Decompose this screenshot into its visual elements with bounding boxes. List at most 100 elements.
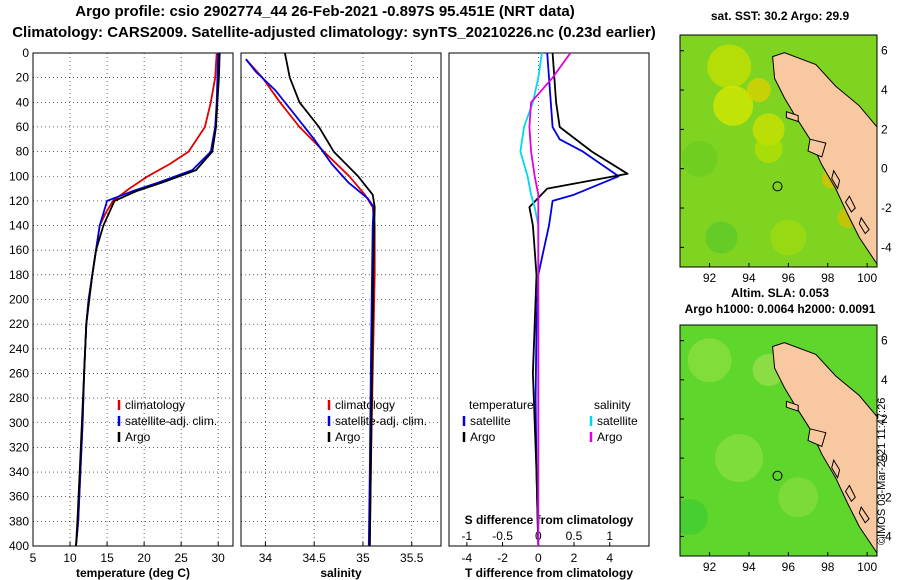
sst-anomaly-patch [707,44,752,89]
sst-lat-tick-label: 0 [881,162,888,176]
salinity-x-tick-label: 34.5 [302,551,326,565]
temperature-x-tick-label: 30 [212,551,226,565]
s-diff-tick-label: 0.5 [566,529,583,543]
temperature-x-tick-label: 20 [137,551,151,565]
depth-tick-label: 0 [22,46,29,60]
sst-map-title: sat. SST: 30.2 Argo: 29.9 [710,9,850,23]
sst-lat-tick-label: -2 [881,201,892,215]
sst-anomaly-patch [713,85,754,126]
sla-lon-tick-label: 98 [821,560,835,574]
sst-lon-tick-label: 92 [703,271,717,285]
sst-anomaly-patch [746,78,771,103]
sst-anomaly-patch [705,221,738,254]
series-line-salinity-argo [528,52,572,546]
depth-tick-label: 280 [9,391,29,405]
difference-x-tick-label: -4 [462,551,473,565]
temperature-panel: 0 20 40 60 80 100 120 140 160 180 200 220 240 260 280 3… [9,46,234,580]
series-line-temperature-argo [528,52,629,547]
depth-tick-label: 340 [9,465,29,479]
legend-argo: Argo [125,430,151,444]
depth-tick-label: 320 [9,440,29,454]
sla-lon-tick-label: 94 [742,560,756,574]
temperature-frame [32,52,234,547]
salinity-panel: 34 34.5 35 35.5 salinity [240,52,442,580]
sst-lon-tick-label: 100 [857,271,877,285]
sla-anomaly-patch [687,338,732,383]
argo-position-marker [772,181,783,192]
depth-tick-label: 100 [9,169,29,183]
legend-satellite-adj: satellite-adj. clim. [125,414,217,428]
sla-lat-tick-label: 2 [881,412,888,426]
difference-legend: temperature salinity satellite Argo satellit… [462,398,638,444]
difference-x-axis-label: T difference from climatology [465,566,633,580]
island [785,400,799,412]
sst-map-frame [679,34,878,268]
sst-lat-tick-label: 2 [881,122,888,136]
s-diff-tick-label: -0.5 [492,529,513,543]
series-line-salinity-satellite [519,52,543,546]
sst-anomaly-patch [681,140,718,177]
sst-anomaly-patch [770,219,807,256]
difference-x-tick-label: 4 [606,551,613,565]
legend-sal-argo: Argo [597,430,623,444]
depth-tick-label: 380 [9,514,29,528]
series-line-argo [75,52,221,547]
series-line-climatology [245,58,376,547]
difference-x-tick-label: -2 [497,551,508,565]
legend-salinity-header: salinity [594,398,631,412]
depth-tick-label: 120 [9,194,29,208]
s-diff-axis-label: S difference from climatology [465,513,634,527]
sst-lon-tick-label: 98 [821,271,835,285]
depth-tick-label: 60 [16,120,30,134]
depth-tick-label: 20 [16,71,30,85]
depth-tick-label: 180 [9,268,29,282]
island [844,195,856,213]
sst-anomaly-patch [754,135,783,164]
sst-map-content [680,35,877,267]
island [807,138,827,158]
sst-lat-tick-label: 4 [881,83,888,97]
sla-map-frame [679,324,878,557]
depth-tick-label: 40 [16,95,30,109]
series-line-temperature-satellite [534,52,620,547]
figure-title-line1: Argo profile: csio 2902774_44 26-Feb-202… [75,3,575,20]
depth-tick-label: 240 [9,342,29,356]
figure-title-line2: Climatology: CARS2009. Satellite-adjuste… [12,24,656,41]
s-diff-tick-label: 1 [606,529,613,543]
sla-lat-tick-label: -4 [881,529,892,543]
sla-lon-tick-label: 92 [703,560,717,574]
salinity-x-tick-label: 35.5 [400,551,424,565]
sla-map-title: Altim. SLA: 0.053 [730,286,830,300]
sla-lat-tick-label: 6 [881,334,888,348]
legend-temperature-header: temperature [469,398,534,412]
difference-panel: -4 -2 0 2 4-1 -0.5 0 0.5 1S difference from clim… [448,52,650,580]
sla-lon-tick-label: 96 [782,560,796,574]
island [785,111,799,123]
sla-anomaly-patch [715,434,764,483]
sla-lat-tick-label: 4 [881,373,888,387]
legend-climatology: climatology [335,398,395,412]
island [858,505,870,524]
sla-lat-tick-label: 0 [881,451,888,465]
legend-climatology: climatology [125,398,185,412]
argo-height-title: Argo h1000: 0.0064 h2000: 0.0091 [684,302,876,316]
depth-tick-label: 200 [9,293,29,307]
temperature-x-axis-label: temperature (deg C) [76,566,190,580]
sst-anomaly-patch [752,113,785,146]
sst-lon-tick-label: 94 [742,271,756,285]
series-line-satellite-adj-clim- [245,58,375,547]
salinity-x-axis-label: salinity [320,566,362,580]
salinity-frame [240,52,442,547]
depth-tick-label: 300 [9,416,29,430]
depth-tick-label: 140 [9,219,29,233]
depth-tick-label: 360 [9,490,29,504]
sla-anomaly-patch [680,498,708,535]
sla-map-content [680,325,877,556]
sla-anomaly-patch [778,477,819,518]
salinity-x-tick-label: 35 [356,551,370,565]
sst-lon-tick-label: 96 [782,271,796,285]
island [831,458,841,479]
temperature-legend: climatology satellite-adj. clim. Argo [117,398,217,444]
difference-x-tick-label: 0 [535,551,542,565]
